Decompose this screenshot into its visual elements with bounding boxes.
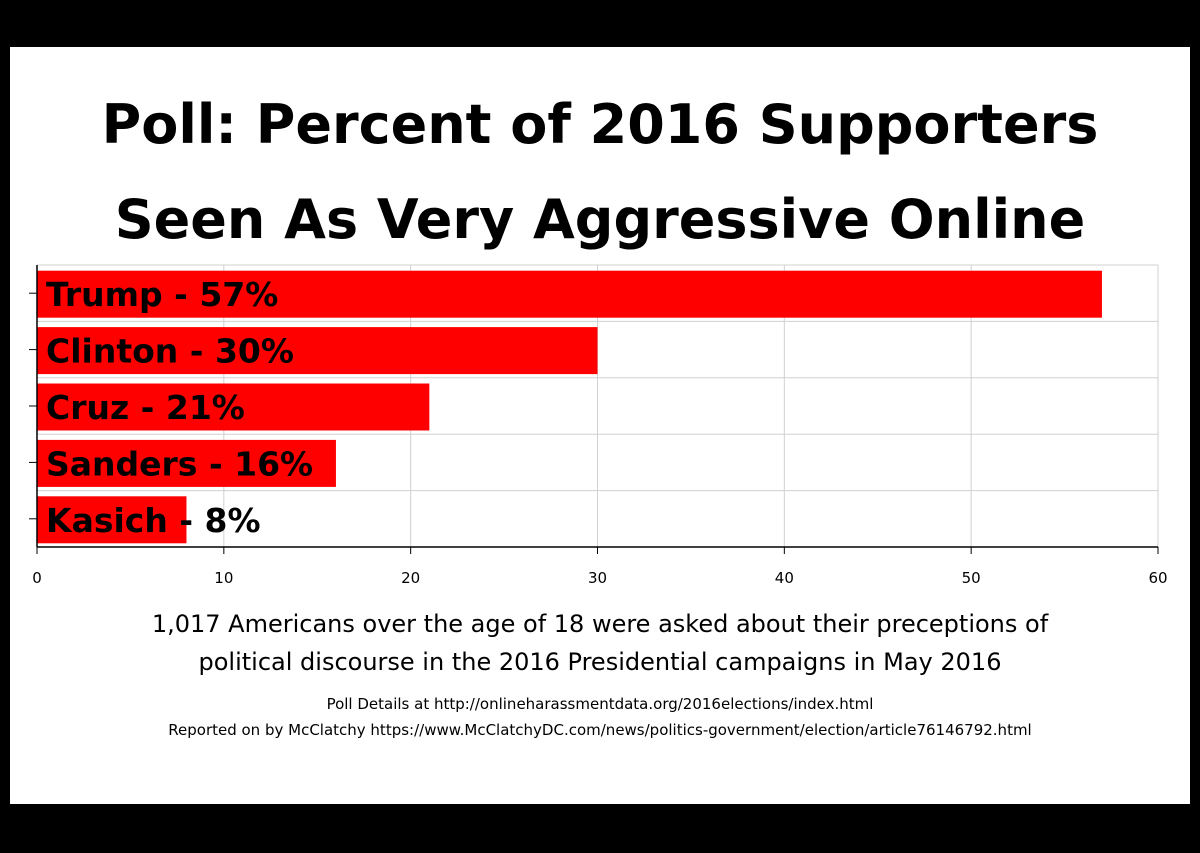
source-credits: Poll Details at http://onlineharassmentd…	[10, 691, 1190, 743]
description-line-2: political discourse in the 2016 Presiden…	[198, 648, 1002, 676]
bar-chart: 0 10 20 30 40 50 60 Trump - 57% Clinton - 30% Cr…	[29, 264, 1168, 587]
bar-labels: Trump - 57% Clinton - 30% Cruz - 21% Sander…	[46, 275, 313, 540]
poll-description: 1,017 Americans over the age of 18 were …	[10, 605, 1190, 681]
x-tick-label-30: 30	[588, 569, 607, 587]
chart-frame: Poll: Percent of 2016 Supporters Seen As…	[10, 47, 1190, 804]
bar-label-trump: Trump - 57%	[46, 275, 278, 314]
mcclatchy-credit: Reported on by McClatchy https://www.McC…	[168, 721, 1032, 739]
bar-label-kasich: Kasich - 8%	[46, 501, 261, 540]
bar-clinton	[37, 327, 598, 375]
bar-trump	[37, 270, 1102, 318]
poll-details-credit: Poll Details at http://onlineharassmentd…	[326, 695, 874, 713]
bar-label-sanders: Sanders - 16%	[46, 444, 313, 483]
x-tick-label-40: 40	[775, 569, 794, 587]
description-line-1: 1,017 Americans over the age of 18 were …	[151, 610, 1049, 638]
bars	[37, 270, 1102, 544]
bar-sanders	[37, 439, 336, 487]
x-tick-label-20: 20	[401, 569, 420, 587]
bar-label-cruz: Cruz - 21%	[46, 388, 245, 427]
x-tick-label-50: 50	[962, 569, 981, 587]
x-tick-label-0: 0	[32, 569, 42, 587]
bar-kasich	[37, 496, 187, 544]
bar-label-clinton: Clinton - 30%	[46, 332, 294, 371]
bar-cruz	[37, 383, 430, 431]
chart-title: Poll: Percent of 2016 Supporters Seen As…	[10, 77, 1190, 267]
x-ticks: 0 10 20 30 40 50 60	[32, 547, 1168, 587]
x-tick-label-10: 10	[214, 569, 233, 587]
title-line-1: Poll: Percent of 2016 Supporters	[101, 93, 1099, 156]
title-line-2: Seen As Very Aggressive Online	[114, 188, 1086, 251]
x-tick-label-60: 60	[1148, 569, 1167, 587]
